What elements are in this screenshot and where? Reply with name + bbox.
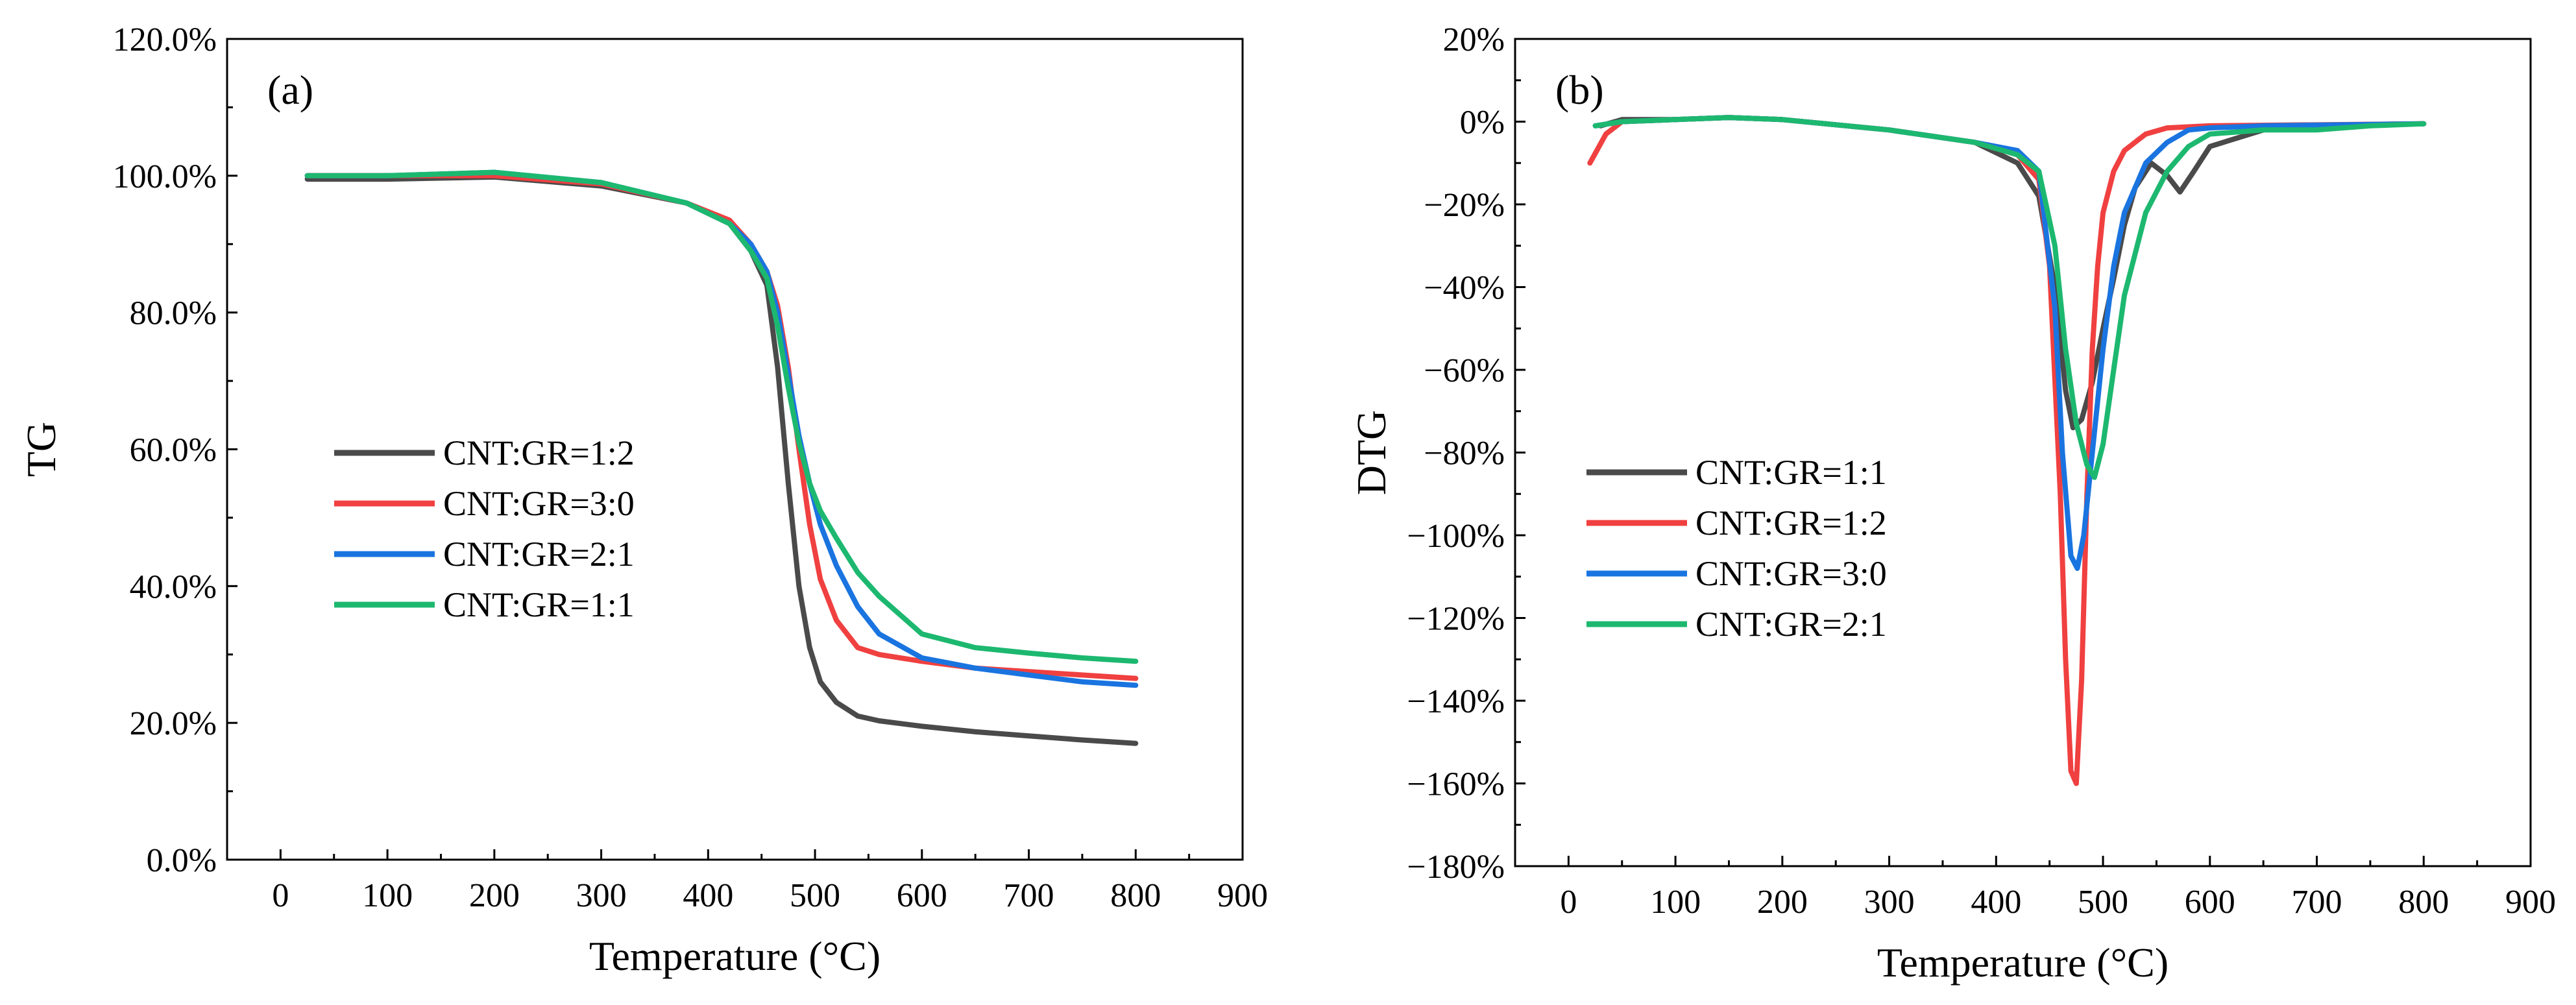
legend-entry: CNT:GR=2:1 bbox=[443, 535, 635, 574]
y-tick-label: −140% bbox=[1407, 683, 1505, 720]
series-line-cnt-gr-1-1 bbox=[304, 169, 1139, 664]
x-tick-label: 100 bbox=[362, 877, 413, 914]
y-tick-label: −40% bbox=[1424, 270, 1505, 307]
y-tick-label: 100.0% bbox=[113, 158, 217, 195]
x-tick-label: 800 bbox=[2398, 884, 2449, 921]
y-axis-title: DTG bbox=[1348, 410, 1394, 496]
y-tick-label: 60.0% bbox=[130, 432, 217, 469]
y-tick-label: 0% bbox=[1460, 104, 1505, 141]
x-tick-label: 600 bbox=[2185, 884, 2235, 921]
series-line-cnt-gr-1-2 bbox=[304, 174, 1139, 746]
y-tick-label: −20% bbox=[1424, 187, 1505, 224]
x-tick-label: 400 bbox=[683, 877, 733, 914]
x-tick-label: 400 bbox=[1971, 884, 2021, 921]
legend-entry: CNT:GR=1:1 bbox=[443, 585, 635, 624]
x-tick-label: 700 bbox=[1004, 877, 1054, 914]
plot-frame bbox=[226, 38, 1244, 861]
x-tick-label: 300 bbox=[576, 877, 627, 914]
legend-entry: CNT:GR=2:1 bbox=[1695, 605, 1887, 644]
chart-panel-b: 0 100 200 300 400 500 600 700 800 900 20% 0% −20% −40… bbox=[1348, 21, 2556, 986]
x-tick-label: 0 bbox=[1560, 884, 1577, 921]
x-tick-label: 200 bbox=[469, 877, 520, 914]
panel-label: (b) bbox=[1555, 67, 1604, 113]
y-tick-label: −120% bbox=[1407, 601, 1505, 638]
x-axis-title: Temperature (°C) bbox=[589, 933, 881, 979]
x-tick-label: 900 bbox=[2505, 884, 2556, 921]
y-tick-label: 80.0% bbox=[130, 295, 217, 332]
x-tick-label: 700 bbox=[2292, 884, 2342, 921]
y-tick-label: −100% bbox=[1407, 518, 1505, 555]
y-tick-label: 0.0% bbox=[147, 842, 217, 879]
x-tick-label: 500 bbox=[790, 877, 840, 914]
legend-entry: CNT:GR=3:0 bbox=[443, 484, 635, 523]
y-tick-label: 120.0% bbox=[113, 21, 217, 58]
legend-entry: CNT:GR=1:2 bbox=[443, 433, 635, 472]
series-line-cnt-gr-2-1 bbox=[1592, 115, 2427, 480]
y-tick-label: 20.0% bbox=[130, 705, 217, 742]
x-tick-label: 500 bbox=[2078, 884, 2128, 921]
y-tick-label: 20% bbox=[1443, 21, 1505, 58]
y-tick-label: −180% bbox=[1407, 849, 1505, 886]
series-line-cnt-gr-2-1 bbox=[304, 169, 1139, 688]
x-tick-label: 100 bbox=[1650, 884, 1701, 921]
legend-entry: CNT:GR=1:2 bbox=[1695, 503, 1887, 542]
x-tick-label: 0 bbox=[272, 877, 289, 914]
x-tick-label: 900 bbox=[1217, 877, 1268, 914]
x-tick-label: 600 bbox=[897, 877, 947, 914]
y-tick-label: −60% bbox=[1424, 352, 1505, 389]
x-axis-title: Temperature (°C) bbox=[1877, 939, 2169, 986]
x-tick-label: 200 bbox=[1757, 884, 1808, 921]
legend-entry: CNT:GR=1:1 bbox=[1695, 453, 1887, 492]
x-tick-label: 300 bbox=[1864, 884, 1915, 921]
series-line-cnt-gr-1-2 bbox=[1587, 115, 2427, 786]
legend-entry: CNT:GR=3:0 bbox=[1695, 554, 1887, 593]
y-tick-label: −80% bbox=[1424, 435, 1505, 472]
series-line-cnt-gr-3-0 bbox=[1592, 115, 2427, 571]
y-tick-label: −160% bbox=[1407, 766, 1505, 803]
y-axis-title: TG bbox=[18, 422, 64, 477]
x-tick-label: 800 bbox=[1110, 877, 1161, 914]
series-line-cnt-gr-1-1 bbox=[1598, 115, 2427, 431]
panel-label: (a) bbox=[267, 67, 313, 113]
chart-panel-a: 0 100 200 300 400 500 600 700 800 900 0.0% 20.0% 40.… bbox=[18, 21, 1268, 979]
y-tick-label: 40.0% bbox=[130, 568, 217, 605]
